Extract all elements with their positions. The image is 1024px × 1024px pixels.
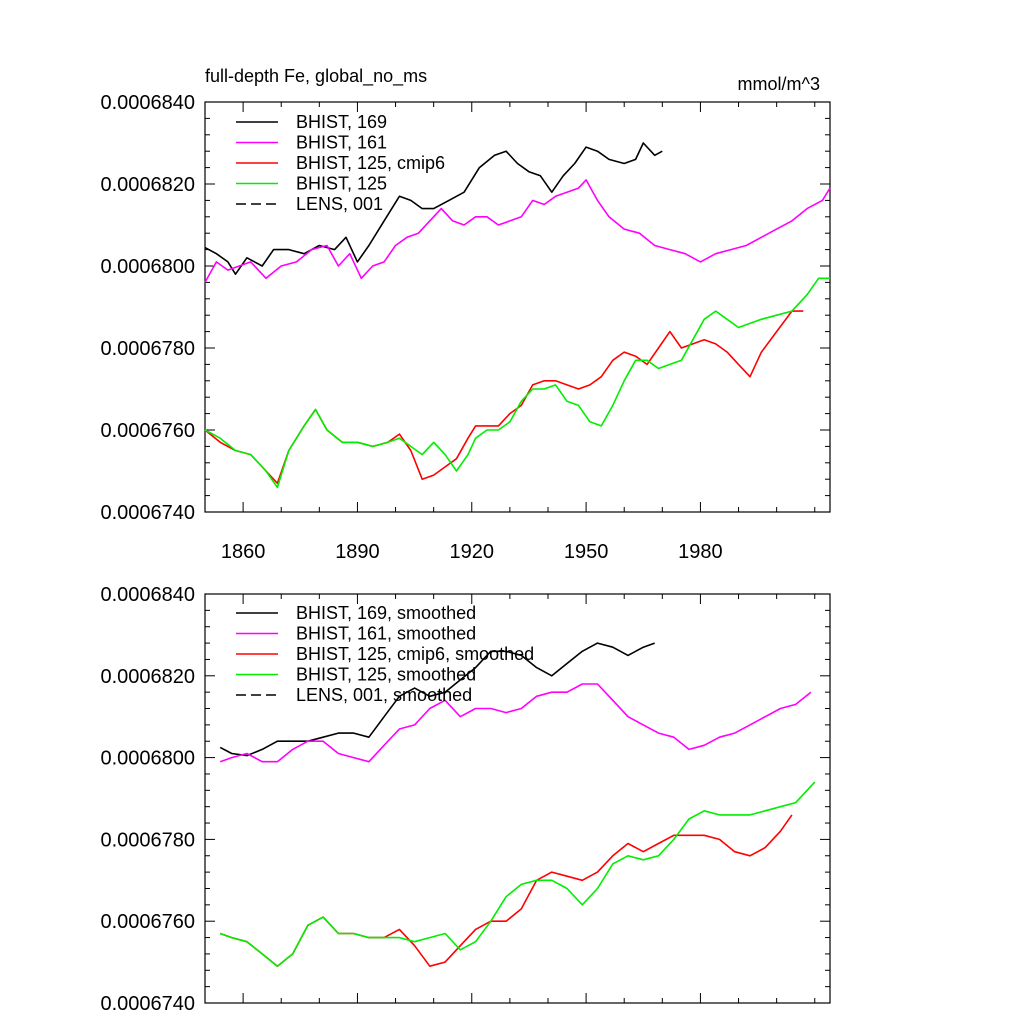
y-tick-label: 0.0006740	[100, 502, 195, 524]
top-panel: full-depth Fe, global_no_ms mmol/m^3 0.0…	[100, 66, 831, 563]
legend-label: BHIST, 125, cmip6	[296, 153, 445, 173]
series-line	[219, 781, 816, 968]
series-line	[219, 683, 812, 763]
series-line	[204, 310, 804, 485]
legend-label: BHIST, 169	[296, 112, 387, 132]
legend-label: BHIST, 125, smoothed	[296, 665, 476, 685]
legend-label: LENS, 001, smoothed	[296, 685, 472, 705]
legend-label: BHIST, 125	[296, 174, 387, 194]
series-line	[204, 179, 831, 283]
x-tick-label: 1950	[564, 541, 609, 563]
legend-label: BHIST, 169, smoothed	[296, 603, 476, 623]
y-tick-label: 0.0006760	[100, 911, 195, 933]
x-tick-label: 1920	[450, 541, 495, 563]
y-tick-label: 0.0006820	[100, 174, 195, 196]
legend-label: BHIST, 125, cmip6, smoothed	[296, 644, 534, 664]
y-tick-label: 0.0006800	[100, 748, 195, 770]
series-line	[219, 642, 655, 757]
y-tick-label: 0.0006820	[100, 666, 195, 688]
chart-units: mmol/m^3	[738, 74, 820, 94]
x-tick-label: 1980	[678, 541, 723, 563]
x-tick-label: 1860	[221, 541, 266, 563]
y-tick-label: 0.0006760	[100, 420, 195, 442]
legend-label: BHIST, 161, smoothed	[296, 624, 476, 644]
y-tick-label: 0.0006740	[100, 993, 195, 1015]
y-tick-label: 0.0006840	[100, 92, 195, 114]
y-tick-label: 0.0006840	[100, 584, 195, 606]
series-line	[204, 277, 830, 489]
x-tick-label: 1890	[335, 541, 380, 563]
chart-title: full-depth Fe, global_no_ms	[205, 66, 427, 87]
y-tick-label: 0.0006780	[100, 338, 195, 360]
legend-label: LENS, 001	[296, 194, 383, 214]
legend-label: BHIST, 161	[296, 133, 387, 153]
bottom-panel: 0.0006740 0.0006760 0.0006780 0.0006800 0.00…	[100, 584, 831, 1015]
series-line	[204, 142, 663, 276]
plot-frame	[204, 101, 831, 513]
y-tick-label: 0.0006800	[100, 256, 195, 278]
y-tick-label: 0.0006780	[100, 829, 195, 851]
plot-frame	[204, 593, 831, 1004]
series-line	[219, 814, 793, 968]
